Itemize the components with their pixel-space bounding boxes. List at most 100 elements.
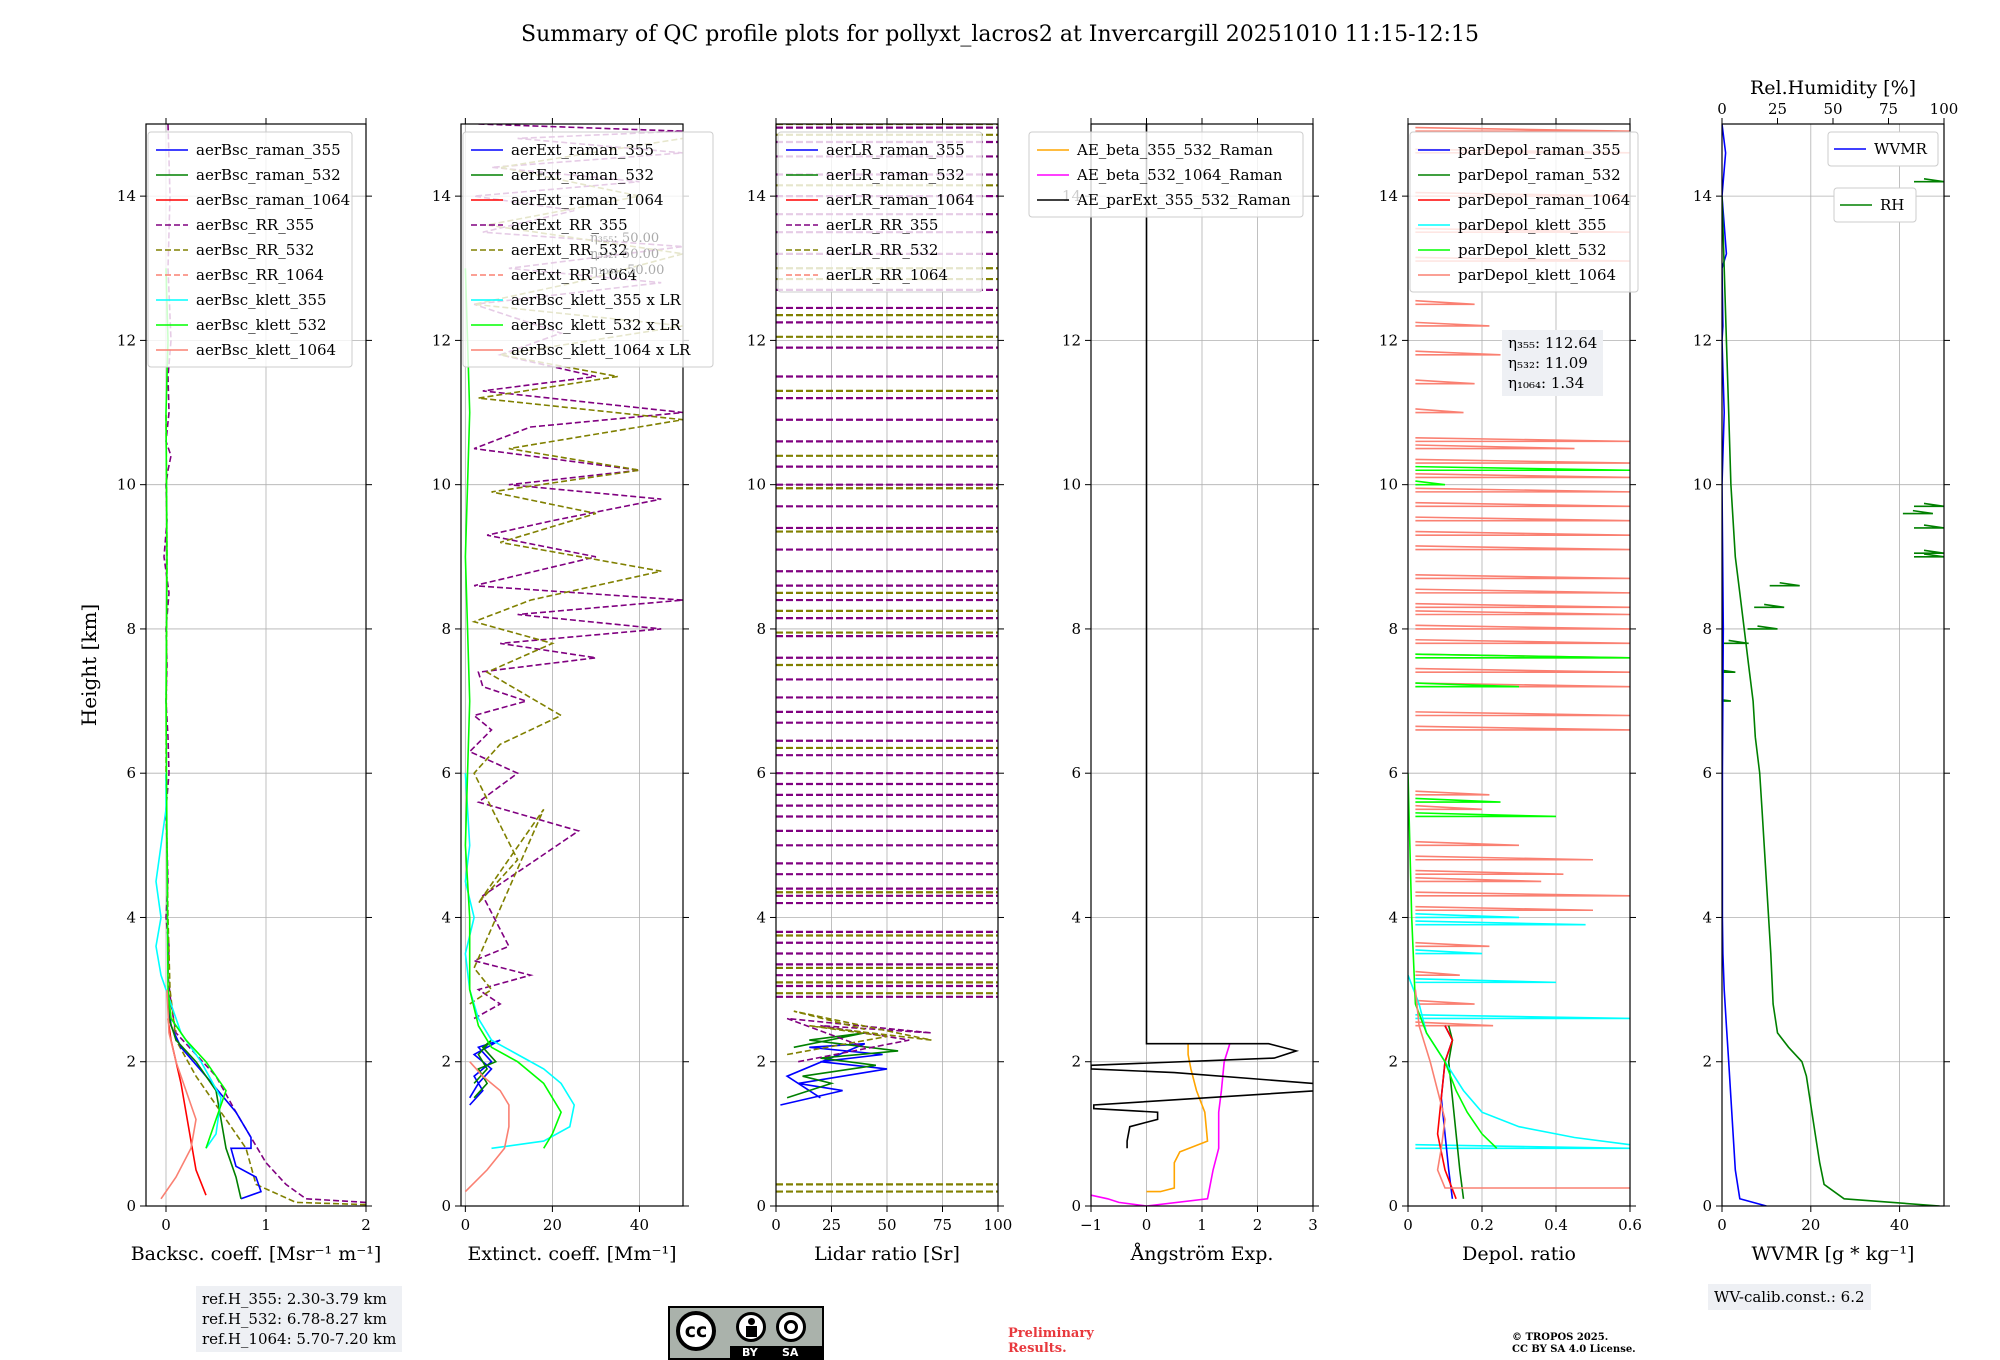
series-aerBsc_klett_1064	[160, 989, 197, 1200]
depol-klett1064-spike-20	[1415, 602, 1630, 609]
ytick-label-bsc: 4	[126, 908, 136, 926]
xtick-label-bsc: 2	[361, 1216, 371, 1234]
depol-klett1064-spike-24	[1415, 530, 1630, 536]
depol-klett1064-spike-23	[1415, 545, 1630, 551]
xtick-label-lr: 75	[933, 1216, 952, 1234]
xlabel-wv: WVMR [g * kg⁻¹]	[1752, 1243, 1915, 1265]
xtick-label-lr: 100	[984, 1216, 1013, 1234]
depol-klett1064-spike-35	[1415, 321, 1490, 327]
legend-label-aerBsc_raman_355: aerBsc_raman_355	[196, 141, 341, 159]
depol-klett1064-spike-13	[1415, 711, 1630, 717]
ytick-label-ae: 12	[1062, 331, 1081, 349]
wv-rh-spike-7	[1914, 549, 1944, 554]
series-WVMR	[1722, 124, 1767, 1206]
top-xtick-label-wv: 75	[1879, 100, 1898, 118]
cc-license-logo[interactable]: cc BY SA	[668, 1306, 824, 1360]
data-bsc	[155, 124, 366, 1206]
xtick-label-bsc: 0	[161, 1216, 171, 1234]
series-AE_parExt_355_532_Raman	[1091, 124, 1313, 1149]
wv-rh-spike-1	[1722, 669, 1736, 674]
page-title: Summary of QC profile plots for pollyxt_…	[521, 22, 1479, 47]
ytick-label-depol: 10	[1379, 476, 1398, 494]
wv-rh-spike-4	[1754, 603, 1785, 609]
axes-frame-ext	[460, 123, 684, 1207]
series-parDepol_klett_355	[1408, 974, 1630, 1146]
xlabel-ext: Extinct. coeff. [Mm⁻¹]	[467, 1243, 676, 1265]
xtick-label-ext: 40	[630, 1216, 649, 1234]
legend-label-wvmr: WVMR	[1874, 140, 1928, 158]
wv-rh-spike-5	[1769, 581, 1800, 587]
depol-klett1064-spike-2	[1415, 970, 1460, 976]
data-wv	[1722, 124, 1944, 1206]
legend-wv: WVMR RH	[1827, 131, 1939, 223]
legend-label-aerBsc_RR_532: aerBsc_RR_532	[196, 241, 314, 259]
ytick-label-ext: 4	[441, 908, 451, 926]
depol-klett1064-spike-25	[1415, 516, 1630, 522]
top-xlabel-wv: Rel.Humidity [%]	[1750, 77, 1916, 99]
depol-eta-532: η₅₃₂: 11.09	[1508, 354, 1588, 372]
legend-label-aerBsc_raman_1064: aerBsc_raman_1064	[196, 191, 350, 209]
legend-ae: AE_beta_355_532_Raman AE_beta_532_1064_Ra…	[1028, 131, 1304, 218]
depol-klett1064-spike-29	[1415, 458, 1630, 464]
wv-rh-spike-2	[1722, 639, 1749, 645]
legend-box-wvmr	[1827, 131, 1939, 167]
depol-klett532-spike-0	[1415, 812, 1557, 818]
legend-label-rh: RH	[1880, 196, 1904, 214]
depol-klett1064-spike-15	[1415, 667, 1630, 674]
ytick-label-ext: 12	[432, 331, 451, 349]
xtick-label-ae: 3	[1308, 1216, 1318, 1234]
series-AE_beta_355_532_Raman	[1146, 1043, 1209, 1193]
legend-depol: parDepol_raman_355 parDepol_raman_532 parD…	[1409, 131, 1639, 293]
depol-klett1064-spike-33	[1415, 379, 1475, 385]
legend-ext: aerExt_raman_355 aerExt_raman_532 aerExt_r…	[462, 131, 714, 368]
xtick-label-ae: 1	[1197, 1216, 1207, 1234]
panel-depol: 0 0.2 0.4 0.6 0 2 4 6 8 10 12 14 Depol. ratio parDepo…	[1379, 118, 1642, 1265]
legend-label-aerBsc_klett_532 x LR: aerBsc_klett_532 x LR	[511, 316, 682, 334]
series-aerBsc_klett_355	[155, 773, 222, 1149]
ytick-label-depol: 6	[1388, 764, 1398, 782]
legend-label-aerBsc_klett_355: aerBsc_klett_355	[196, 291, 327, 309]
depol-klett1064-spike-5	[1415, 891, 1630, 897]
series-parDepol_klett_1064	[1414, 989, 1630, 1189]
ytick-label-wv: 2	[1702, 1053, 1712, 1071]
legend-label-aerBsc_RR_1064: aerBsc_RR_1064	[196, 266, 324, 284]
depol-klett1064-spike-22	[1415, 574, 1630, 580]
legend-label-aerExt_RR_355: aerExt_RR_355	[511, 216, 628, 234]
legend-label-AE_parExt_355_532_Raman: AE_parExt_355_532_Raman	[1076, 191, 1291, 209]
legend-box-rh	[1833, 187, 1917, 223]
legend-label-aerExt_RR_1064: aerExt_RR_1064	[511, 266, 637, 284]
ytick-label-ae: 0	[1071, 1197, 1081, 1215]
cc-sa-label: SA	[782, 1346, 799, 1359]
ytick-label-wv: 0	[1702, 1197, 1712, 1215]
ytick-label-bsc: 12	[117, 331, 136, 349]
ytick-label-ae: 2	[1071, 1053, 1081, 1071]
series-aerBsc_raman_355	[168, 1003, 263, 1200]
depol-klett1064-spike-34	[1415, 350, 1501, 356]
wv-calib-box: WV-calib.const.: 6.2	[1708, 1284, 1871, 1310]
ytick-label-wv: 4	[1702, 908, 1712, 926]
series-aerBsc_klett_532 x LR	[464, 268, 562, 1149]
ytick-label-bsc: 10	[117, 476, 136, 494]
axes-frame-bsc	[145, 123, 367, 1207]
depol-klett1064-spike-36	[1415, 299, 1475, 306]
depol-klett1064-spike-26	[1415, 501, 1630, 508]
depol-klett1064-spike-11	[1415, 790, 1490, 796]
top-xtick-label-wv: 25	[1768, 100, 1787, 118]
legend-label-AE_beta_532_1064_Raman: AE_beta_532_1064_Raman	[1076, 166, 1283, 184]
bsc-ref-height-box: ref.H_355: 2.30-3.79 km ref.H_532: 6.78-…	[196, 1286, 403, 1352]
ytick-label-lr: 6	[756, 764, 766, 782]
depol-klett1064-spike-21	[1415, 588, 1630, 594]
legend-label-parDepol_raman_355: parDepol_raman_355	[1458, 141, 1621, 159]
legend-label-aerExt_RR_532: aerExt_RR_532	[511, 241, 628, 259]
xtick-label-depol: 0.6	[1618, 1216, 1642, 1234]
ytick-label-bsc: 8	[126, 620, 136, 638]
legend-label-aerExt_raman_355: aerExt_raman_355	[511, 141, 654, 159]
ytick-label-depol: 14	[1379, 187, 1398, 205]
ytick-label-ext: 6	[441, 764, 451, 782]
depol-klett1064-spike-30	[1415, 444, 1575, 450]
ytick-label-depol: 2	[1388, 1053, 1398, 1071]
depol-klett355-spike-5	[1415, 913, 1520, 919]
depol-klett532-spike-2	[1415, 653, 1630, 659]
copyright-note: © TROPOS 2025. CC BY SA 4.0 License.	[1512, 1332, 1636, 1355]
xtick-label-depol: 0.2	[1470, 1216, 1494, 1234]
